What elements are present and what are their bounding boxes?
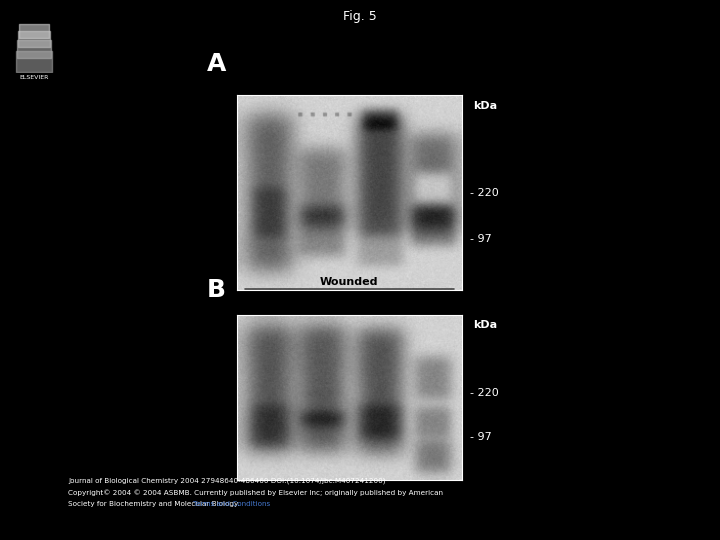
Text: - 220: - 220: [470, 187, 499, 198]
Text: Terms and Conditions: Terms and Conditions: [192, 501, 270, 507]
Text: B: B: [207, 278, 226, 302]
Text: Wounded: Wounded: [320, 277, 378, 287]
Text: kDa: kDa: [473, 320, 497, 330]
Text: b: b: [374, 297, 382, 307]
Text: Fig. 5: Fig. 5: [343, 10, 377, 23]
Text: Copyright© 2004 © 2004 ASBMB. Currently published by Elsevier Inc; originally pu: Copyright© 2004 © 2004 ASBMB. Currently …: [68, 489, 443, 496]
Text: Society for Biochemistry and Molecular Biology.: Society for Biochemistry and Molecular B…: [68, 501, 244, 507]
Text: NA: NA: [426, 71, 441, 81]
Text: ELSEVIER: ELSEVIER: [19, 75, 49, 80]
Text: - 97: - 97: [470, 234, 492, 244]
Text: A: A: [207, 52, 226, 76]
Text: b/NA: b/NA: [420, 297, 446, 307]
Text: Journal of Biological Chemistry 2004 27948640-486460 DOI:(10.1074/jbc.M407241200: Journal of Biological Chemistry 2004 279…: [68, 477, 385, 483]
Text: - 220: - 220: [470, 388, 499, 397]
Text: - 97: - 97: [470, 432, 492, 442]
Text: NA: NA: [315, 71, 330, 81]
Text: Unwounded: Unwounded: [261, 51, 328, 61]
Text: --: --: [374, 71, 382, 81]
Text: --: --: [261, 71, 269, 81]
Text: --: --: [261, 297, 269, 307]
Text: kDa: kDa: [473, 101, 497, 111]
Text: NA: NA: [312, 297, 326, 307]
Text: Wounded: Wounded: [376, 51, 428, 61]
